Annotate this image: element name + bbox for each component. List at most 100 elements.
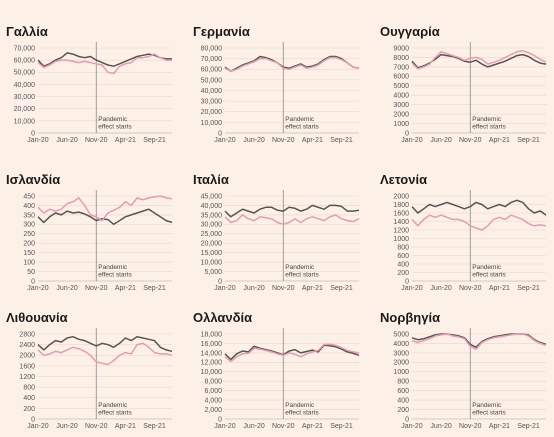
y-tick-label: 300 [23, 222, 35, 229]
y-tick-label: 9000 [393, 45, 409, 52]
x-tick-label: Sep-21 [517, 137, 540, 144]
x-tick-label: Jan-20 [27, 285, 49, 292]
y-tick-label: 400 [397, 398, 409, 405]
chart-panel: Ιταλία 0 5,000 10,000 15,000 20,000 25,000 30,0… [193, 150, 373, 292]
y-tick-label: 70,000 [201, 56, 223, 63]
series-line [224, 214, 360, 226]
x-tick-label: Jun-20 [430, 137, 452, 144]
x-tick-label: Jun-20 [56, 285, 78, 292]
y-tick-label: 12,000 [201, 360, 223, 367]
x-tick-label: Nov-20 [85, 285, 108, 292]
y-tick-label: 350 [23, 212, 35, 219]
annotation-text: effect starts [285, 410, 319, 417]
chart-panel: Γερμανία 0 10,000 20,000 30,000 40,000 50,000 6… [193, 2, 373, 144]
y-tick-label: 800 [23, 385, 35, 392]
y-tick-label: 4000 [393, 341, 409, 348]
series-line [224, 55, 360, 73]
y-tick-label: 2,000 [204, 407, 222, 414]
annotation-text: Pandemic [472, 264, 502, 271]
y-tick-label: 0 [218, 130, 222, 137]
y-tick-label: 150 [23, 250, 35, 257]
y-tick-label: 1200 [19, 374, 35, 381]
y-tick-label: 1600 [19, 363, 35, 370]
y-tick-label: 400 [397, 261, 409, 268]
x-tick-label: Jan-20 [401, 423, 423, 430]
annotation-text: Pandemic [472, 116, 502, 123]
x-tick-label: Sep-21 [143, 423, 166, 430]
chart-title: Ισλανδία [6, 172, 61, 187]
x-tick-label: Sep-21 [330, 137, 353, 144]
x-tick-label: Apr-21 [489, 423, 510, 430]
line-chart: 0 1000 2000 3000 4000 5000 6000 7000 8000 9000 Jan… [393, 42, 547, 144]
x-tick-label: Nov-20 [272, 137, 295, 144]
x-tick-label: Jan-20 [27, 137, 49, 144]
y-tick-label: 6,000 [204, 388, 222, 395]
y-tick-label: 1400 [393, 219, 409, 226]
y-tick-label: 0 [218, 278, 222, 285]
y-tick-label: 50 [27, 269, 35, 276]
chart-title: Νορβηγία [380, 310, 441, 325]
y-tick-label: 1000 [393, 236, 409, 243]
annotation-text: effect starts [472, 124, 506, 131]
x-tick-label: Nov-20 [85, 137, 108, 144]
x-tick-label: Jan-20 [214, 137, 236, 144]
x-tick-label: Nov-20 [459, 137, 482, 144]
y-tick-label: 30,000 [201, 99, 223, 106]
x-tick-label: Apr-21 [302, 137, 323, 144]
annotation-text: Pandemic [98, 402, 128, 409]
x-tick-label: Apr-21 [302, 423, 323, 430]
annotation-text: Pandemic [285, 264, 315, 271]
y-tick-label: 7000 [393, 64, 409, 71]
y-tick-label: 0 [218, 416, 222, 423]
series-line [37, 53, 172, 75]
annotation-text: effect starts [472, 410, 506, 417]
chart-title: Ιταλία [193, 172, 229, 187]
x-tick-label: Nov-20 [272, 285, 295, 292]
chart-title: Λετονία [380, 172, 428, 187]
x-tick-label: Sep-21 [143, 137, 166, 144]
chart-title: Γαλλία [6, 24, 48, 39]
line-chart: 0 5,000 10,000 15,000 20,000 25,000 30,000 35,0… [201, 190, 360, 292]
x-tick-label: Jan-20 [214, 285, 236, 292]
y-tick-label: 0 [31, 278, 35, 285]
y-tick-label: 2400 [19, 342, 35, 349]
chart-panel: Λετονία 0 200 400 600 800 1000 1200 1400 1600 1800… [380, 150, 554, 292]
y-tick-label: 1000 [393, 369, 409, 376]
series-line [411, 333, 547, 350]
x-tick-label: Apr-21 [302, 285, 323, 292]
x-tick-label: Nov-20 [459, 423, 482, 430]
annotation-text: effect starts [285, 124, 319, 131]
x-tick-label: Sep-21 [330, 423, 353, 430]
y-tick-label: 3000 [393, 350, 409, 357]
x-tick-label: Jun-20 [56, 423, 78, 430]
annotation-text: effect starts [285, 272, 319, 279]
y-tick-label: 80,000 [201, 45, 223, 52]
y-tick-label: 30,000 [201, 222, 223, 229]
y-tick-label: 6000 [393, 74, 409, 81]
x-tick-label: Jun-20 [243, 285, 265, 292]
series-line [411, 50, 547, 70]
series-line [37, 335, 173, 353]
x-tick-label: Sep-21 [143, 285, 166, 292]
x-tick-label: Apr-21 [489, 285, 510, 292]
y-tick-label: 16,000 [201, 341, 223, 348]
y-tick-label: 1800 [393, 202, 409, 209]
line-chart: 0 200 400 600 800 1000 2000 3000 4000 5000 Jan-20 J… [393, 328, 547, 430]
y-tick-label: 8,000 [204, 379, 222, 386]
y-tick-label: 1600 [393, 210, 409, 217]
y-tick-label: 0 [405, 278, 409, 285]
y-tick-label: 50,000 [14, 70, 36, 77]
x-tick-label: Jan-20 [27, 423, 49, 430]
chart-panel: Ολλανδία 0 2,000 4,000 6,000 8,000 10,000 12,00… [193, 288, 373, 430]
y-tick-label: 10,000 [201, 260, 223, 267]
series-line [224, 343, 360, 363]
y-tick-label: 100 [23, 260, 35, 267]
chart-panel: Ισλανδία 0 50 100 150 200 250 300 350 400 450 Jan-2… [6, 150, 186, 292]
x-tick-label: Jan-20 [214, 423, 236, 430]
y-tick-label: 50,000 [201, 77, 223, 84]
x-tick-label: Jan-20 [401, 137, 423, 144]
line-chart: 0 50 100 150 200 250 300 350 400 450 Jan-20 Jun-20 N… [23, 190, 173, 292]
y-tick-label: 2800 [19, 331, 35, 338]
x-tick-label: Jun-20 [430, 285, 452, 292]
